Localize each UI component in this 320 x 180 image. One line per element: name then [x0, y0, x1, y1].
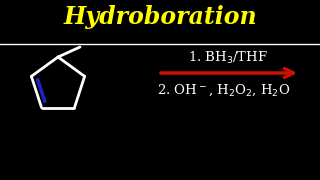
Text: 1. BH$_3$/THF: 1. BH$_3$/THF — [188, 50, 268, 66]
Text: Hydroboration: Hydroboration — [63, 5, 257, 29]
Text: 2. OH$^-$, H$_2$O$_2$, H$_2$O: 2. OH$^-$, H$_2$O$_2$, H$_2$O — [157, 82, 291, 98]
